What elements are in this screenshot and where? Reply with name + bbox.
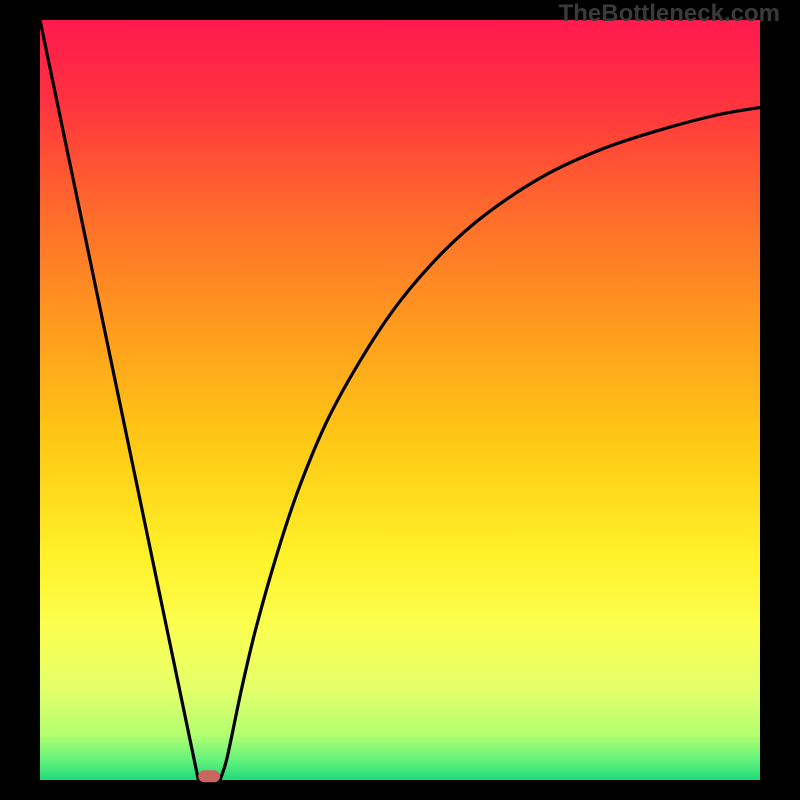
valley-marker [198,770,220,782]
watermark-text: TheBottleneck.com [559,0,780,28]
chart-svg [0,0,800,800]
chart-stage: TheBottleneck.com [0,0,800,800]
